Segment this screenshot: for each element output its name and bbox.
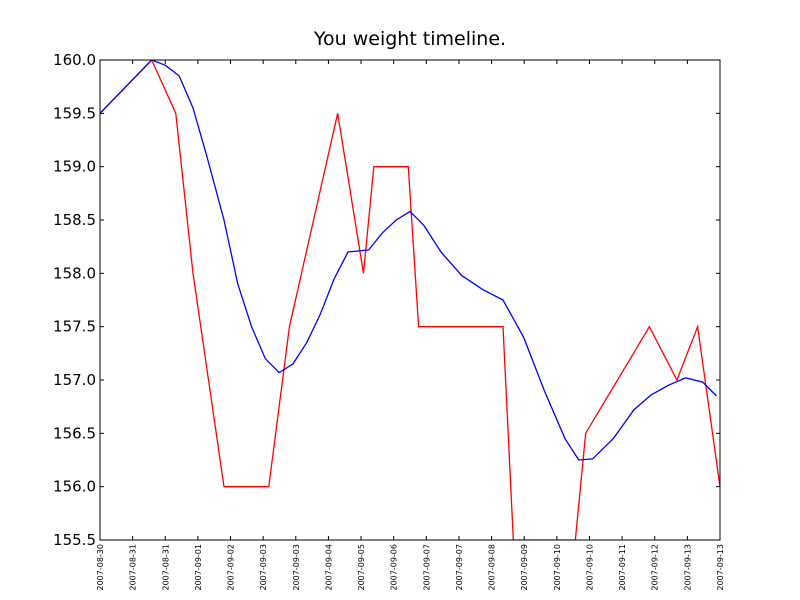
x-tick-label: 2007-09-07 (455, 544, 464, 591)
y-tick-label: 159.5 (53, 104, 96, 122)
x-tick-label: 2007-08-31 (129, 544, 138, 591)
x-tick-label: 2007-09-03 (292, 544, 301, 591)
series-line-0 (100, 60, 720, 540)
chart-title: You weight timeline. (313, 28, 506, 50)
x-tick-label: 2007-09-08 (488, 544, 497, 591)
x-tick-label: 2007-09-04 (324, 544, 333, 591)
x-tick-label: 2007-08-31 (161, 544, 170, 591)
x-tick-label: 2007-09-06 (390, 544, 399, 591)
plot-frame (99, 59, 721, 541)
x-tick-label: 2007-08-30 (96, 544, 105, 591)
y-tick-label: 158.5 (53, 211, 96, 229)
series-line-1 (100, 60, 718, 461)
y-tick-label: 155.5 (53, 531, 96, 549)
x-tick-label: 2007-09-12 (651, 544, 660, 591)
x-tick-label: 2007-09-07 (422, 544, 431, 591)
x-tick-label: 2007-09-09 (520, 544, 529, 591)
x-tick-label: 2007-09-05 (357, 544, 366, 591)
x-tick-label: 2007-09-10 (585, 544, 594, 591)
y-tick-label: 156.5 (53, 424, 96, 442)
x-tick-label: 2007-09-11 (618, 544, 627, 591)
y-tick-label: 156.0 (53, 478, 96, 496)
x-tick-label: 2007-09-02 (227, 544, 236, 591)
x-tick-label: 2007-09-13 (683, 544, 692, 591)
x-tick-label: 2007-09-03 (259, 544, 268, 591)
y-tick-label: 157.0 (53, 371, 96, 389)
y-tick-label: 159.0 (53, 158, 96, 176)
x-tick-label: 2007-09-13 (716, 544, 725, 591)
y-tick-label: 158.0 (53, 264, 96, 282)
y-tick-label: 157.5 (53, 318, 96, 336)
axes: 155.5 156.0 156.5 157.0 157.5 158.0 158.5 159.0… (53, 51, 725, 591)
plot-area (100, 60, 720, 540)
y-tick-label: 160.0 (53, 51, 96, 69)
x-tick-label: 2007-09-01 (194, 544, 203, 591)
x-tick-label: 2007-09-10 (553, 544, 562, 591)
